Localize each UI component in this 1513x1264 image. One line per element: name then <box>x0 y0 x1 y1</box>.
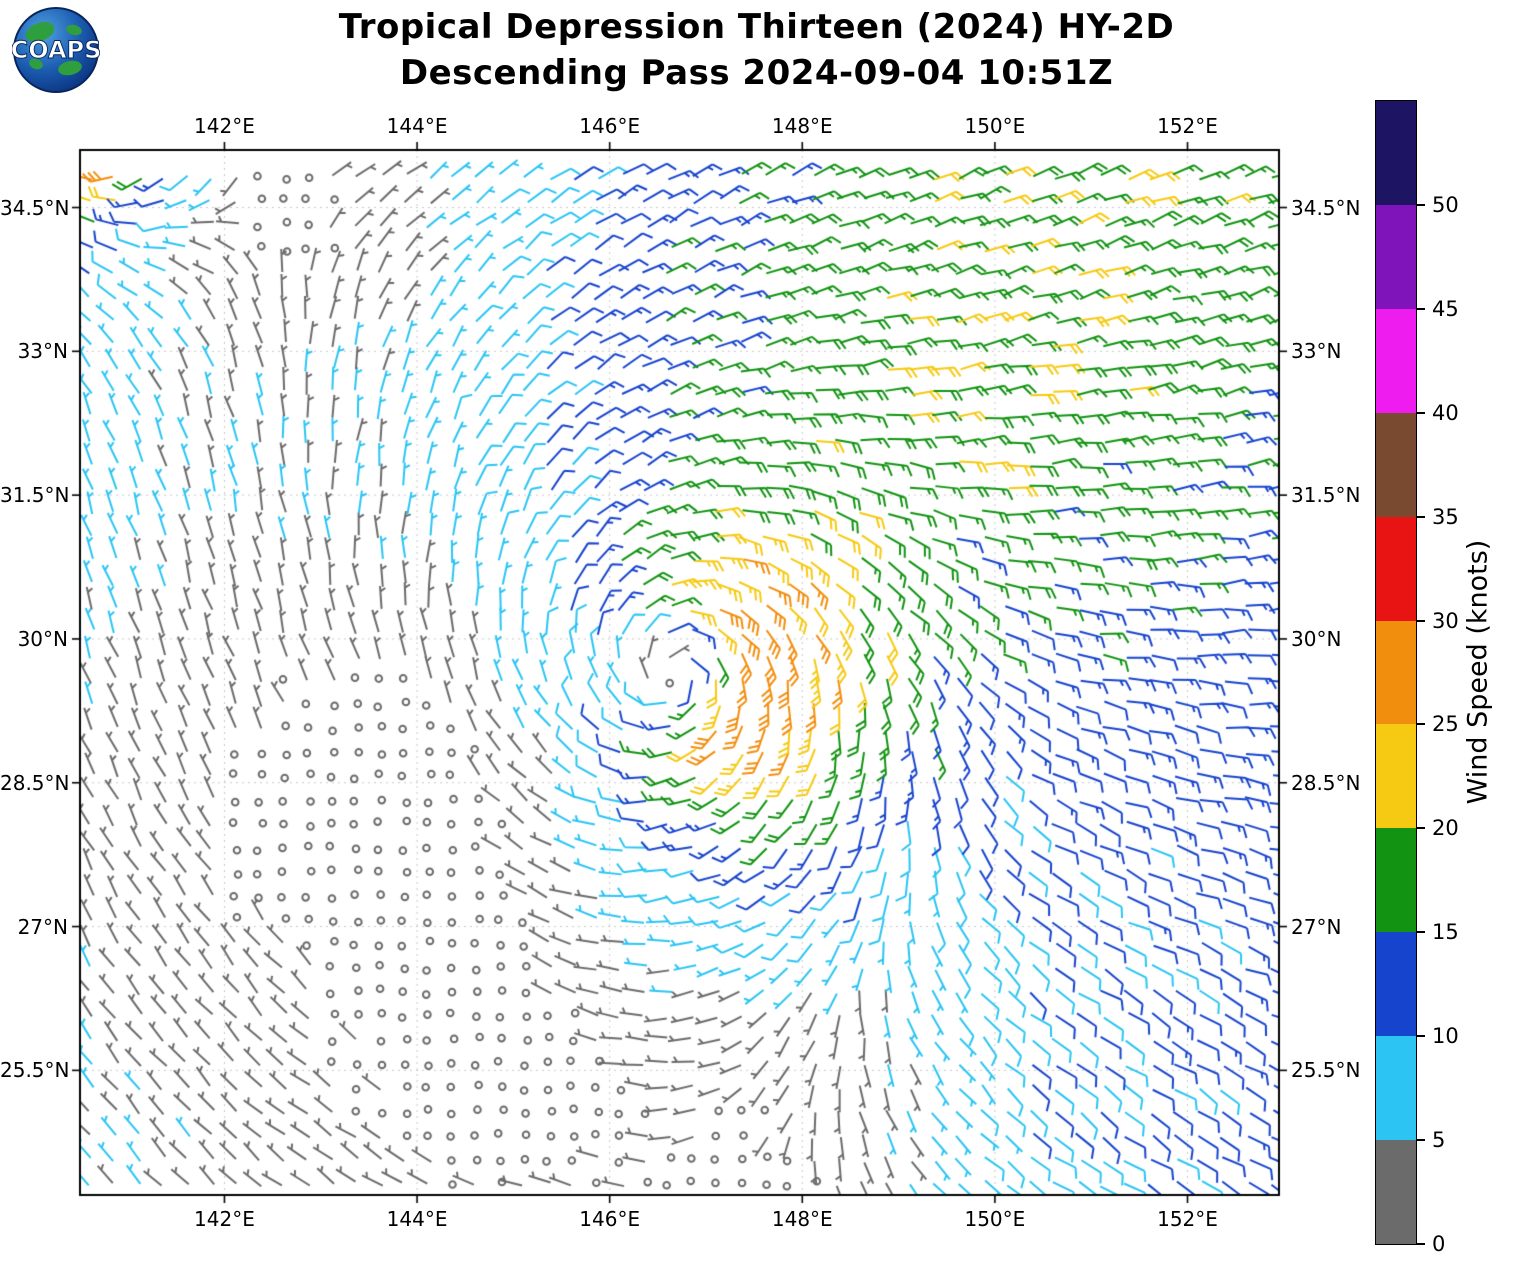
colorbar-tick-label: 40 <box>1432 400 1459 425</box>
y-tick-label: 33°N <box>1291 339 1342 364</box>
y-tick-label: 30°N <box>17 626 68 651</box>
colorbar-tick-label: 35 <box>1432 504 1459 529</box>
coaps-logo-text: COAPS <box>12 36 100 64</box>
colorbar-segment <box>1376 412 1416 517</box>
colorbar-segment <box>1376 1140 1416 1244</box>
x-tick-label: 148°E <box>771 1207 833 1231</box>
colorbar-tick <box>1417 515 1425 518</box>
x-tick-label: 152°E <box>1157 114 1218 138</box>
y-tick-label: 27°N <box>17 914 68 939</box>
colorbar-segment <box>1376 828 1416 933</box>
coaps-logo: COAPS <box>12 7 100 93</box>
colorbar-segment <box>1376 724 1416 829</box>
colorbar-segment <box>1376 932 1416 1037</box>
plot-title: Tropical Depression Thirteen (2024) HY-2… <box>338 7 1175 47</box>
colorbar-segment <box>1376 516 1416 621</box>
plot-subtitle: Descending Pass 2024-09-04 10:51Z <box>399 53 1114 93</box>
colorbar-tick <box>1417 308 1425 311</box>
colorbar-tick-label: 30 <box>1432 608 1459 633</box>
colorbar-tick <box>1417 411 1425 414</box>
x-tick-label: 144°E <box>386 1207 448 1231</box>
colorbar-label: Wind Speed (knots) <box>1462 539 1494 805</box>
x-tick-label: 146°E <box>579 114 641 138</box>
y-tick-label: 34.5°N <box>1291 195 1361 220</box>
y-tick-label: 30°N <box>1291 626 1342 651</box>
colorbar-tick-label: 45 <box>1432 297 1459 322</box>
colorbar-tick <box>1417 931 1425 934</box>
y-tick-label: 31.5°N <box>1291 483 1361 508</box>
x-tick-label: 150°E <box>964 114 1026 138</box>
colorbar-tick <box>1417 1138 1425 1141</box>
colorbar-tick-label: 50 <box>1432 193 1459 218</box>
colorbar-tick <box>1417 723 1425 726</box>
x-tick-label: 144°E <box>386 114 448 138</box>
colorbar-tick <box>1417 619 1425 622</box>
y-tick-label: 25.5°N <box>0 1058 70 1083</box>
colorbar-tick <box>1417 1034 1425 1037</box>
title-block: Tropical Depression Thirteen (2024) HY-2… <box>0 4 1513 96</box>
landmass-icon <box>66 24 82 36</box>
colorbar-tick <box>1417 204 1425 207</box>
colorbar-segment <box>1376 620 1416 725</box>
colorbar-segment <box>1376 308 1416 413</box>
colorbar-tick-label: 0 <box>1432 1231 1446 1256</box>
landmass-icon <box>25 21 55 43</box>
landmass-icon <box>29 58 43 70</box>
colorbar-tick-label: 20 <box>1432 816 1459 841</box>
colorbar-tick-label: 25 <box>1432 712 1459 737</box>
colorbar-segment <box>1376 101 1416 205</box>
x-tick-label: 148°E <box>771 114 833 138</box>
colorbar-tick-label: 10 <box>1432 1023 1459 1048</box>
x-tick-label: 142°E <box>194 1207 255 1231</box>
x-tick-label: 142°E <box>194 114 255 138</box>
y-tick-label: 25.5°N <box>1291 1058 1361 1083</box>
y-tick-label: 28.5°N <box>1291 770 1361 795</box>
colorbar-tick <box>1417 1242 1425 1245</box>
colorbar-tick-label: 5 <box>1432 1127 1446 1152</box>
colorbar-segment <box>1376 204 1416 309</box>
colorbar-segment <box>1376 1036 1416 1141</box>
y-tick-label: 28.5°N <box>0 770 70 795</box>
y-tick-label: 27°N <box>1291 914 1342 939</box>
wind-barb-plot <box>55 125 1300 1215</box>
y-tick-label: 34.5°N <box>0 195 70 220</box>
landmass-icon <box>58 60 82 76</box>
x-tick-label: 146°E <box>579 1207 641 1231</box>
colorbar <box>1375 100 1417 1245</box>
x-tick-label: 150°E <box>964 1207 1026 1231</box>
y-tick-label: 31.5°N <box>0 483 70 508</box>
x-tick-label: 152°E <box>1157 1207 1218 1231</box>
colorbar-tick-label: 15 <box>1432 920 1459 945</box>
colorbar-tick <box>1417 827 1425 830</box>
y-tick-label: 33°N <box>17 339 68 364</box>
